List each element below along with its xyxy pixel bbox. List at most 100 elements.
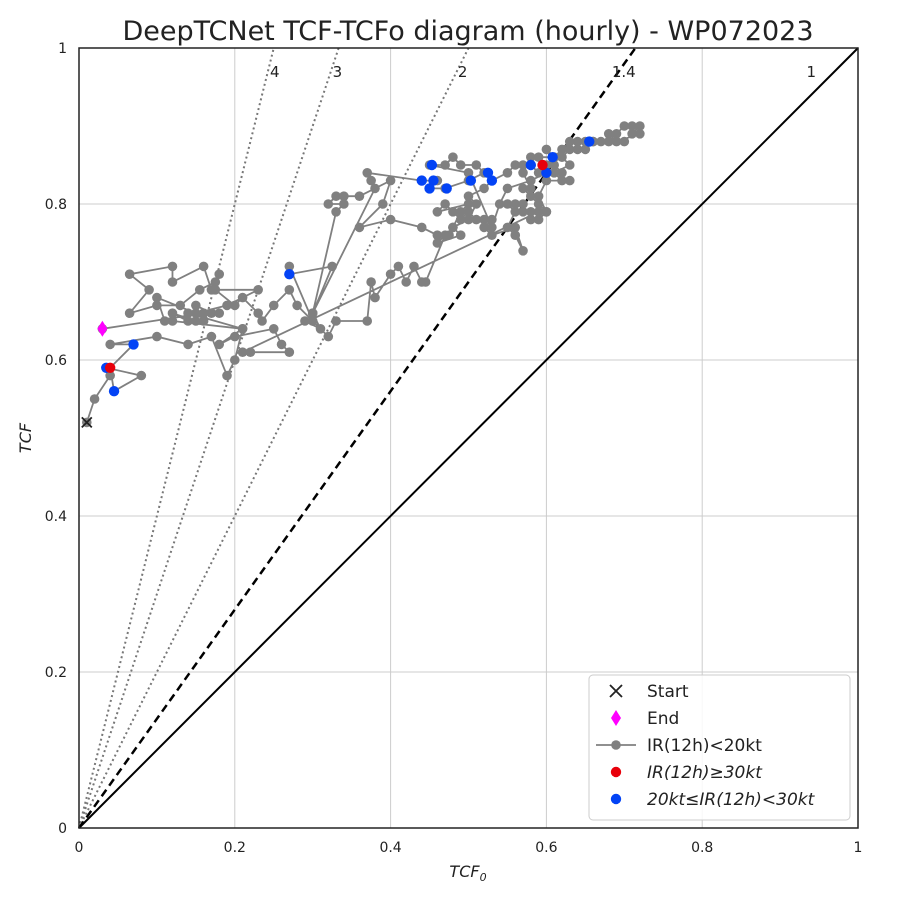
track-point	[557, 152, 567, 162]
track-point	[237, 347, 248, 358]
track-point	[214, 339, 225, 350]
track-point	[276, 339, 287, 350]
track-point	[152, 300, 162, 311]
moderate-intensification-point	[541, 167, 552, 178]
track-point	[510, 199, 521, 209]
track-point	[510, 230, 521, 240]
x-axis-label-subscript: 0	[480, 871, 487, 884]
track-point	[502, 183, 513, 194]
legend-label-rapid: IR(12h)≥30kt	[647, 763, 763, 783]
track-point	[245, 347, 256, 358]
track-point	[455, 214, 466, 225]
track-point	[105, 370, 115, 381]
moderate-intensification-point	[482, 167, 494, 178]
track-point	[541, 175, 552, 186]
moderate-intensification-point	[424, 183, 435, 194]
track-point	[448, 222, 458, 233]
track-point	[580, 144, 591, 155]
track-point	[191, 300, 201, 311]
track-point	[533, 191, 544, 201]
track-point	[627, 121, 637, 131]
y-tick-label-0: 0	[58, 821, 67, 837]
track-point	[307, 308, 318, 319]
track-point	[253, 285, 263, 295]
track-point	[518, 183, 528, 194]
track-point	[167, 261, 178, 272]
track-point	[307, 316, 318, 326]
moderate-intensification-point	[486, 175, 498, 186]
track-point	[635, 121, 645, 131]
track-point	[510, 222, 521, 233]
track-point	[198, 316, 209, 326]
track-point	[432, 207, 443, 217]
track-point	[385, 214, 396, 225]
track-point	[331, 316, 341, 326]
track-point	[331, 207, 341, 217]
x-axis-label-main: TCF	[449, 862, 480, 881]
ratio-line-2	[78, 47, 470, 829]
track-point	[479, 183, 489, 194]
track-point	[564, 136, 575, 147]
track-point	[526, 214, 536, 225]
track-point	[237, 324, 248, 334]
track-point	[362, 316, 373, 326]
track-point	[167, 277, 178, 287]
track-point	[194, 285, 205, 295]
track-point	[214, 308, 225, 319]
ratio-line-4	[78, 47, 275, 829]
x-tick-label-4: 0.8	[691, 840, 713, 856]
track-point	[136, 370, 147, 381]
track-point	[385, 175, 396, 186]
track-point	[210, 285, 221, 295]
track-point	[152, 292, 162, 303]
track-point	[455, 230, 466, 240]
ratio-line-3	[78, 47, 340, 829]
track-point	[603, 136, 614, 147]
track-point	[596, 136, 606, 147]
track-point	[557, 168, 567, 178]
moderate-intensification-point	[525, 159, 537, 171]
track-point	[549, 168, 559, 178]
track-point	[284, 347, 295, 358]
track-point	[502, 222, 513, 233]
track-point	[237, 292, 248, 303]
track-point	[494, 199, 505, 209]
track-series	[81, 121, 645, 428]
track-point	[124, 308, 135, 319]
track-point	[448, 207, 458, 217]
ratio-line-label-4: 4	[270, 63, 280, 81]
track-point	[440, 160, 450, 170]
track-point	[541, 144, 552, 155]
track-point	[354, 222, 365, 233]
track-point	[510, 160, 521, 170]
track-point	[479, 222, 489, 233]
track-point	[627, 129, 637, 139]
track-point	[526, 152, 536, 162]
legend-moderate-icon	[610, 793, 622, 805]
y-tick-label-5: 1	[58, 41, 67, 57]
track-point	[518, 246, 528, 256]
track-point	[564, 144, 575, 155]
track-point	[214, 269, 225, 280]
legend-rapid-icon	[610, 766, 622, 778]
track-point	[191, 316, 201, 326]
ratio-line-label-2: 2	[458, 63, 468, 81]
track-point	[354, 191, 365, 201]
track-point	[222, 300, 232, 311]
track-point	[510, 207, 521, 217]
track-point	[416, 222, 427, 233]
track-point	[284, 261, 295, 272]
track-point	[611, 136, 622, 147]
track-point	[611, 129, 622, 139]
y-tick-label-3: 0.6	[45, 353, 67, 369]
track-point	[463, 199, 474, 209]
track-point	[198, 308, 209, 319]
track-point	[518, 168, 528, 178]
track-point	[448, 152, 458, 162]
track-point	[89, 394, 100, 404]
moderate-intensification-point	[428, 175, 439, 186]
track-point	[440, 199, 450, 209]
start-marker	[81, 416, 93, 429]
legend-end-icon	[611, 710, 621, 726]
x-tick-label-3: 0.6	[535, 840, 557, 856]
